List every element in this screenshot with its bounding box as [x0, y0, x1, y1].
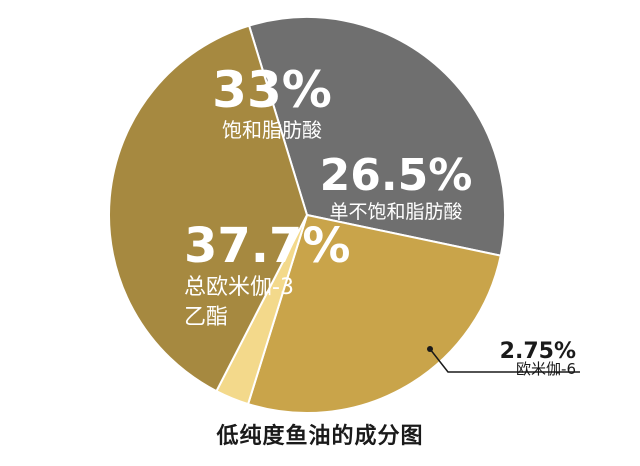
- slice-percent: 26.5%: [320, 150, 473, 201]
- slice-category-label: 欧米伽-6: [516, 360, 576, 378]
- slice-category-label: 总欧米伽-3: [184, 275, 294, 300]
- slice-percent: 2.75%: [500, 339, 576, 364]
- leader-line: [429, 348, 580, 373]
- pie-slice-3: [107, 24, 309, 393]
- slice-category-label: 饱和脂肪酸: [222, 118, 322, 142]
- slice-label-3: 37.7%总欧米伽-3 乙酯: [184, 218, 351, 330]
- slice-category-label: 单不饱和脂肪酸: [329, 201, 462, 223]
- slice-label-0: 33%饱和脂肪酸: [212, 61, 332, 142]
- slice-percent: 33%: [212, 61, 332, 119]
- slice-category-label: 乙酯: [184, 305, 228, 330]
- slice-percent: 37.7%: [184, 218, 351, 274]
- pie-slice-1: [246, 213, 502, 414]
- slice-label-2: 2.75%欧米伽-6: [427, 339, 580, 378]
- slice-label-1: 26.5%单不饱和脂肪酸: [320, 150, 473, 223]
- pie-slice-0: [247, 16, 506, 257]
- leader-dot: [427, 346, 433, 352]
- chart-title: 低纯度鱼油的成分图: [216, 424, 424, 449]
